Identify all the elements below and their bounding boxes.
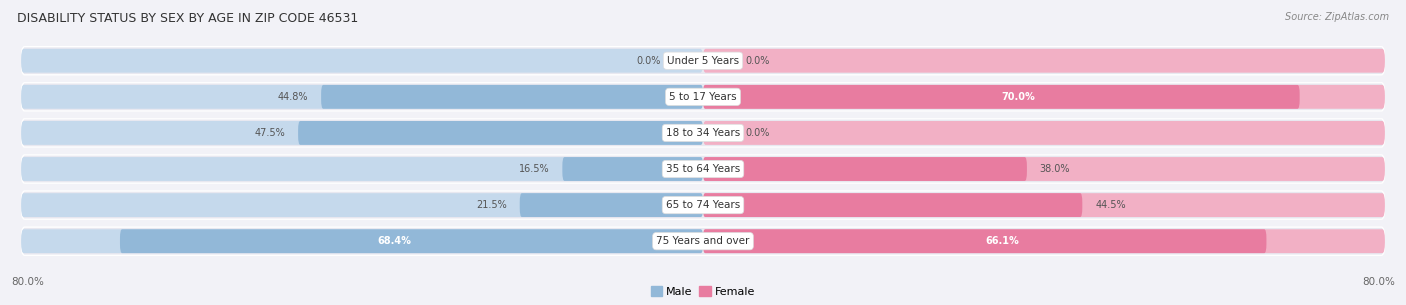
- Text: 0.0%: 0.0%: [745, 56, 770, 66]
- FancyBboxPatch shape: [21, 49, 703, 73]
- FancyBboxPatch shape: [298, 121, 703, 145]
- FancyBboxPatch shape: [703, 85, 1299, 109]
- FancyBboxPatch shape: [703, 193, 1083, 217]
- FancyBboxPatch shape: [21, 47, 1385, 75]
- Legend: Male, Female: Male, Female: [647, 282, 759, 301]
- FancyBboxPatch shape: [21, 227, 1385, 255]
- Text: 44.8%: 44.8%: [278, 92, 308, 102]
- Text: 35 to 64 Years: 35 to 64 Years: [666, 164, 740, 174]
- Text: 80.0%: 80.0%: [11, 277, 44, 287]
- FancyBboxPatch shape: [703, 229, 1385, 253]
- FancyBboxPatch shape: [21, 193, 703, 217]
- FancyBboxPatch shape: [120, 229, 703, 253]
- FancyBboxPatch shape: [21, 83, 1385, 111]
- FancyBboxPatch shape: [703, 193, 1385, 217]
- Text: DISABILITY STATUS BY SEX BY AGE IN ZIP CODE 46531: DISABILITY STATUS BY SEX BY AGE IN ZIP C…: [17, 12, 359, 25]
- FancyBboxPatch shape: [21, 155, 1385, 183]
- FancyBboxPatch shape: [703, 49, 1385, 73]
- Text: 16.5%: 16.5%: [519, 164, 550, 174]
- FancyBboxPatch shape: [321, 85, 703, 109]
- FancyBboxPatch shape: [703, 121, 1385, 145]
- Text: Under 5 Years: Under 5 Years: [666, 56, 740, 66]
- FancyBboxPatch shape: [520, 193, 703, 217]
- Text: 80.0%: 80.0%: [1362, 277, 1395, 287]
- Text: 68.4%: 68.4%: [377, 236, 412, 246]
- Text: 47.5%: 47.5%: [254, 128, 285, 138]
- FancyBboxPatch shape: [21, 229, 703, 253]
- FancyBboxPatch shape: [21, 191, 1385, 219]
- Text: 44.5%: 44.5%: [1095, 200, 1126, 210]
- Text: 0.0%: 0.0%: [636, 56, 661, 66]
- FancyBboxPatch shape: [21, 121, 703, 145]
- FancyBboxPatch shape: [21, 85, 703, 109]
- FancyBboxPatch shape: [21, 119, 1385, 147]
- Text: 70.0%: 70.0%: [1001, 92, 1035, 102]
- FancyBboxPatch shape: [703, 85, 1385, 109]
- Text: Source: ZipAtlas.com: Source: ZipAtlas.com: [1285, 12, 1389, 22]
- Text: 0.0%: 0.0%: [745, 128, 770, 138]
- Text: 65 to 74 Years: 65 to 74 Years: [666, 200, 740, 210]
- FancyBboxPatch shape: [703, 157, 1026, 181]
- FancyBboxPatch shape: [703, 229, 1267, 253]
- Text: 38.0%: 38.0%: [1039, 164, 1070, 174]
- Text: 5 to 17 Years: 5 to 17 Years: [669, 92, 737, 102]
- Text: 75 Years and over: 75 Years and over: [657, 236, 749, 246]
- Text: 21.5%: 21.5%: [477, 200, 508, 210]
- FancyBboxPatch shape: [21, 157, 703, 181]
- Text: 18 to 34 Years: 18 to 34 Years: [666, 128, 740, 138]
- Text: 66.1%: 66.1%: [984, 236, 1018, 246]
- FancyBboxPatch shape: [562, 157, 703, 181]
- FancyBboxPatch shape: [703, 157, 1385, 181]
